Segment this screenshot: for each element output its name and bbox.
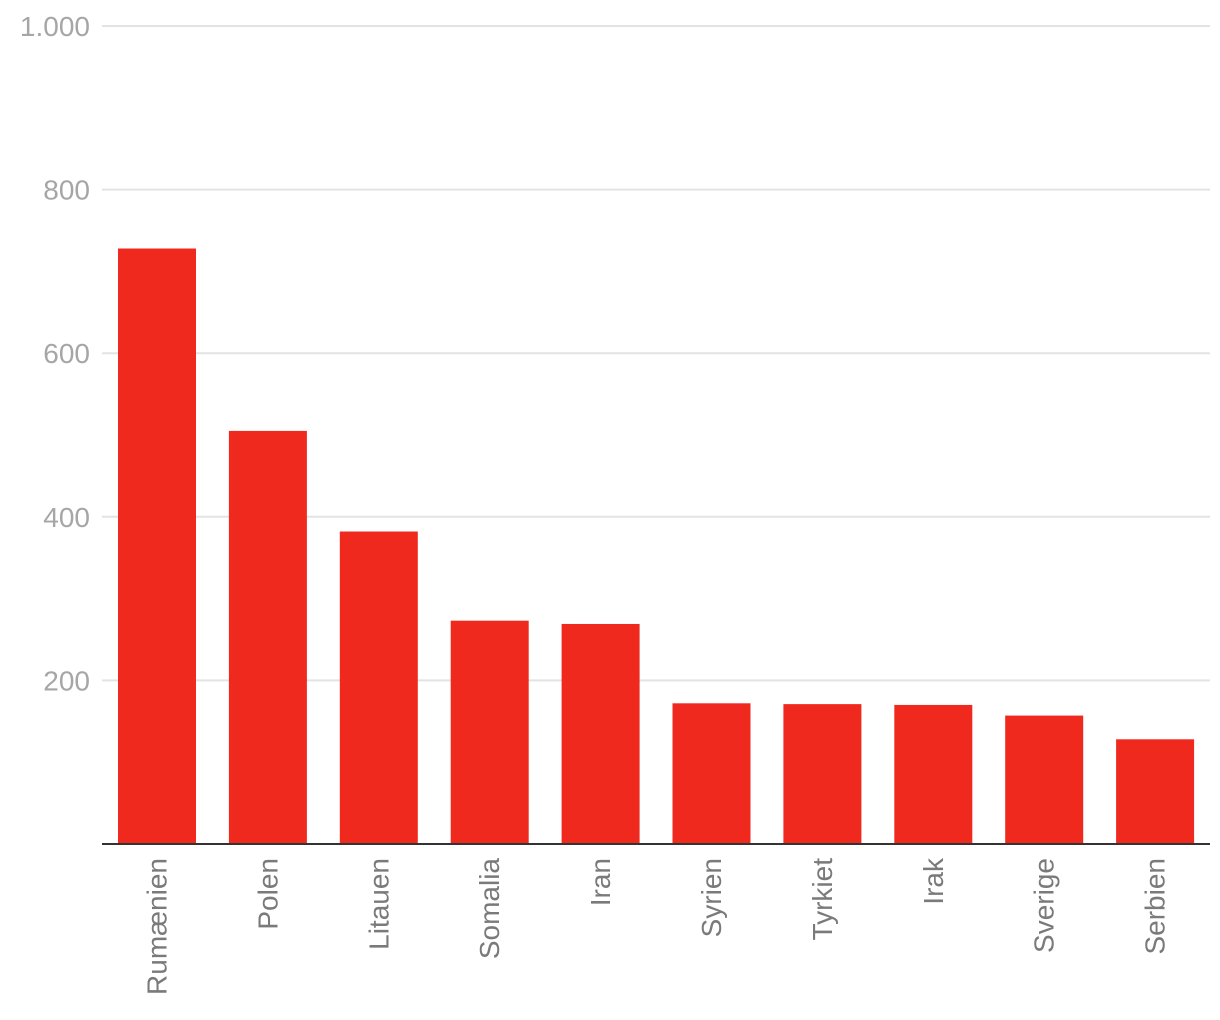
bar-rumænien [118,248,196,845]
x-category-label: Iran [585,858,616,906]
x-category-label: Litauen [363,858,394,950]
bar-sverige [1005,715,1084,844]
bars [118,248,1195,845]
y-tick-label: 400 [43,502,90,533]
bar-polen [228,430,307,844]
y-tick-label: 1.000 [20,11,90,42]
y-tick-label: 200 [43,665,90,696]
x-category-label: Serbien [1140,858,1171,955]
bar-serbien [1116,739,1195,844]
x-category-label: Irak [918,857,949,905]
y-axis-tick-labels: 200 400 600 800 1.000 [20,11,90,696]
x-category-label: Polen [252,858,283,930]
y-tick-label: 600 [43,338,90,369]
x-axis-category-labels: Rumænien Polen Litauen Somalia Iran Syrien Tyr… [142,857,1171,995]
bar-litauen [339,531,418,844]
x-category-label: Tyrkiet [807,858,838,941]
bar-somalia [450,620,529,844]
bar-iran [561,623,640,844]
bar-syrien [672,703,751,844]
x-category-label: Sverige [1029,858,1060,953]
y-tick-label: 800 [43,175,90,206]
bar-irak [894,704,973,844]
bar-tyrkiet [783,704,862,844]
x-category-label: Syrien [696,858,727,937]
x-category-label: Rumænien [142,858,173,995]
x-category-label: Somalia [474,858,505,960]
